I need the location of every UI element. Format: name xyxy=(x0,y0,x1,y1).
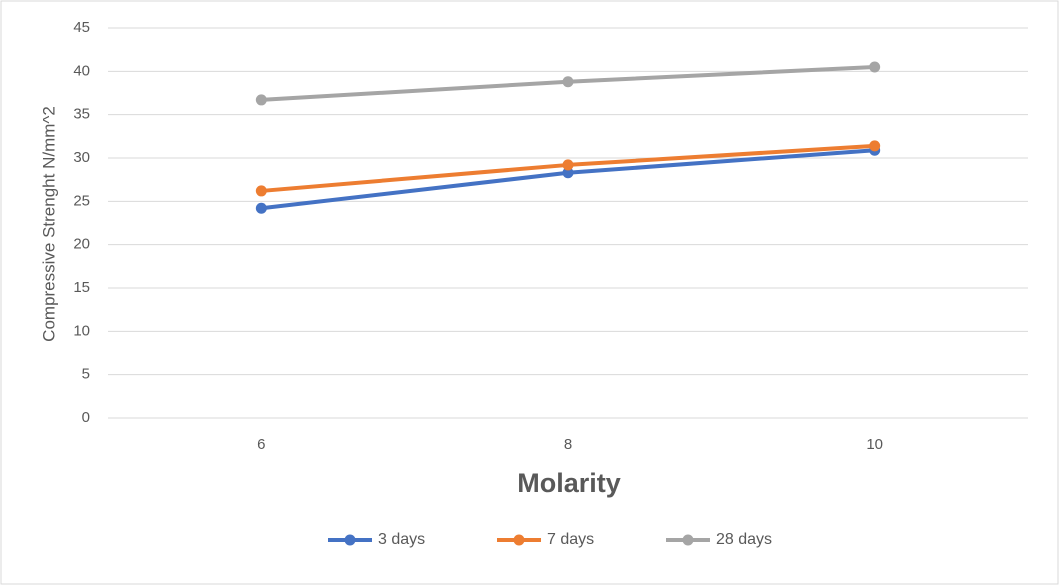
point-marker xyxy=(562,76,574,88)
point-marker xyxy=(562,167,574,179)
y-tick-label: 45 xyxy=(73,19,90,36)
y-tick-label: 40 xyxy=(73,62,90,79)
y-tick-label: 30 xyxy=(73,149,90,166)
y-tick-label: 15 xyxy=(73,279,90,296)
point-marker xyxy=(255,202,267,214)
legend-marker xyxy=(513,534,525,546)
x-tick-label: 10 xyxy=(866,436,883,453)
y-tick-label: 20 xyxy=(73,236,90,253)
x-tick-label: 6 xyxy=(257,436,265,453)
point-marker xyxy=(255,185,267,197)
point-marker xyxy=(869,140,881,152)
legend-label: 7 days xyxy=(547,531,594,548)
y-tick-label: 10 xyxy=(73,322,90,339)
point-marker xyxy=(255,94,267,106)
x-tick-label: 8 xyxy=(564,436,572,453)
point-marker xyxy=(562,159,574,171)
y-axis-title: Compressive Strenght N/mm^2 xyxy=(39,106,58,342)
legend-label: 3 days xyxy=(378,531,425,548)
y-tick-label: 0 xyxy=(82,409,90,426)
y-tick-label: 35 xyxy=(73,106,90,123)
legend-marker xyxy=(344,534,356,546)
y-tick-label: 5 xyxy=(82,366,90,383)
legend-marker xyxy=(682,534,694,546)
legend-label: 28 days xyxy=(716,531,772,548)
y-tick-label: 25 xyxy=(73,192,90,209)
point-marker xyxy=(869,61,881,73)
x-axis-title: Molarity xyxy=(517,468,621,498)
